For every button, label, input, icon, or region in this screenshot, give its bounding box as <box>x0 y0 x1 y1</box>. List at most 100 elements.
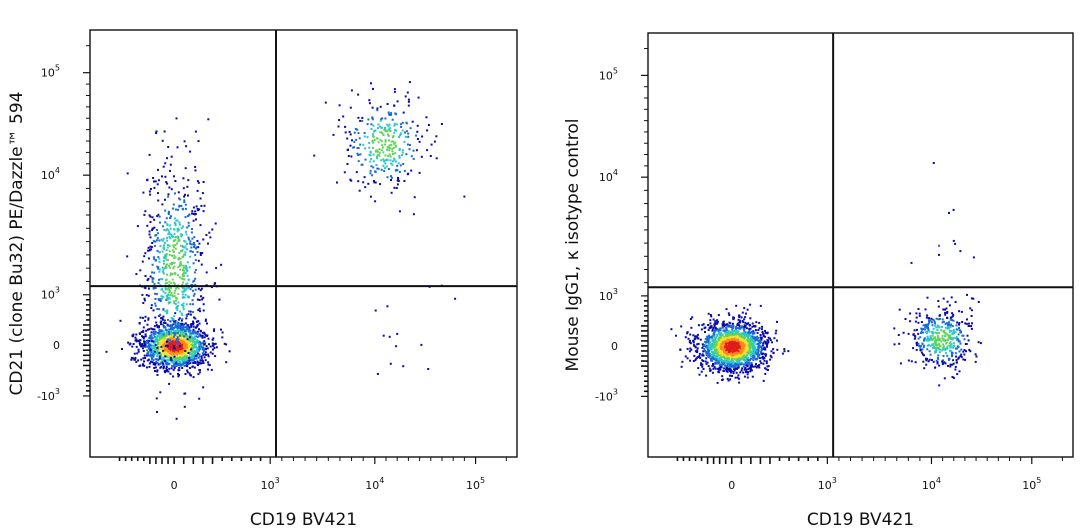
event-dot <box>372 160 375 163</box>
event-dot <box>181 345 184 348</box>
event-dot <box>944 362 947 365</box>
event-dot <box>181 313 184 316</box>
event-dot <box>954 242 957 245</box>
event-dot <box>152 177 155 179</box>
event-dot <box>925 357 927 360</box>
event-dot <box>713 339 716 342</box>
event-dot <box>694 337 697 340</box>
event-dot <box>193 271 196 274</box>
event-dot <box>205 345 208 348</box>
event-dot <box>715 340 718 343</box>
event-dot <box>736 347 739 350</box>
event-dot <box>972 297 975 300</box>
event-dot <box>751 343 754 346</box>
event-dot <box>138 322 141 324</box>
event-dot <box>169 216 172 219</box>
event-dot <box>199 289 202 292</box>
event-dot <box>917 342 920 345</box>
event-dot <box>716 334 719 337</box>
event-dot <box>156 335 159 337</box>
event-dot <box>161 332 164 335</box>
event-dot <box>163 130 166 133</box>
event-dot <box>373 139 376 141</box>
event-dot <box>395 160 398 163</box>
event-dot <box>956 345 959 348</box>
event-dot <box>712 341 715 344</box>
event-dot <box>384 130 387 133</box>
event-dot <box>179 334 181 337</box>
event-dot <box>146 359 149 362</box>
event-dot <box>190 347 193 350</box>
event-dot <box>174 239 177 241</box>
x-tick-label: 105 <box>1022 476 1041 492</box>
event-dot <box>201 352 204 355</box>
event-dot <box>934 342 937 345</box>
event-dot <box>689 342 692 345</box>
event-dot <box>734 356 737 359</box>
y-tick-label: 103 <box>41 286 60 302</box>
event-dot <box>182 281 185 284</box>
event-dot <box>132 357 135 360</box>
event-dot <box>169 334 172 337</box>
event-dot <box>376 167 379 170</box>
event-dot <box>176 297 179 300</box>
event-dot <box>313 154 316 157</box>
event-dot <box>169 227 172 230</box>
event-dot <box>915 348 918 351</box>
event-dot <box>937 305 940 308</box>
event-dot <box>153 186 156 189</box>
event-dot <box>152 362 155 365</box>
event-dot <box>764 331 767 334</box>
event-dot <box>412 149 415 152</box>
event-dot <box>149 334 152 337</box>
event-dot <box>746 364 749 367</box>
event-dot <box>716 381 719 384</box>
event-dot <box>754 325 757 328</box>
event-dot <box>718 344 721 347</box>
event-dot <box>692 341 695 344</box>
event-dot <box>384 167 386 170</box>
event-dot <box>742 348 745 351</box>
event-dot <box>209 345 212 348</box>
event-dot <box>184 338 187 341</box>
event-dot <box>152 354 155 356</box>
event-dot <box>415 134 418 137</box>
event-dot <box>155 321 158 324</box>
event-dot <box>759 340 761 343</box>
event-dot <box>734 335 737 338</box>
event-dot <box>144 252 147 255</box>
event-dot <box>153 244 156 247</box>
event-dot <box>127 341 130 344</box>
event-dot <box>181 354 184 356</box>
event-dot <box>725 334 727 337</box>
event-dot <box>147 339 149 342</box>
event-dot <box>732 372 735 375</box>
event-dot <box>975 355 978 358</box>
event-dot <box>135 361 138 363</box>
event-dot <box>701 359 704 362</box>
event-dot <box>724 326 727 329</box>
event-dot <box>158 329 161 331</box>
event-dot <box>759 360 762 363</box>
event-dot <box>970 327 973 330</box>
event-dot <box>949 344 952 347</box>
event-dot <box>178 358 181 361</box>
event-dot <box>164 255 167 258</box>
event-dot <box>149 275 152 278</box>
event-dot <box>142 350 145 352</box>
event-dot <box>377 127 379 130</box>
event-dot <box>389 127 392 130</box>
event-dot <box>944 322 947 325</box>
event-dot <box>914 335 917 338</box>
event-dot <box>154 302 157 305</box>
event-dot <box>947 327 950 330</box>
event-dot <box>742 331 745 334</box>
event-dot <box>212 337 215 340</box>
event-dot <box>164 221 167 224</box>
event-dot <box>966 334 969 337</box>
event-dot <box>192 303 194 306</box>
event-dot <box>966 318 968 321</box>
event-dot <box>190 284 193 287</box>
event-dot <box>937 342 940 345</box>
event-dot <box>142 347 144 350</box>
